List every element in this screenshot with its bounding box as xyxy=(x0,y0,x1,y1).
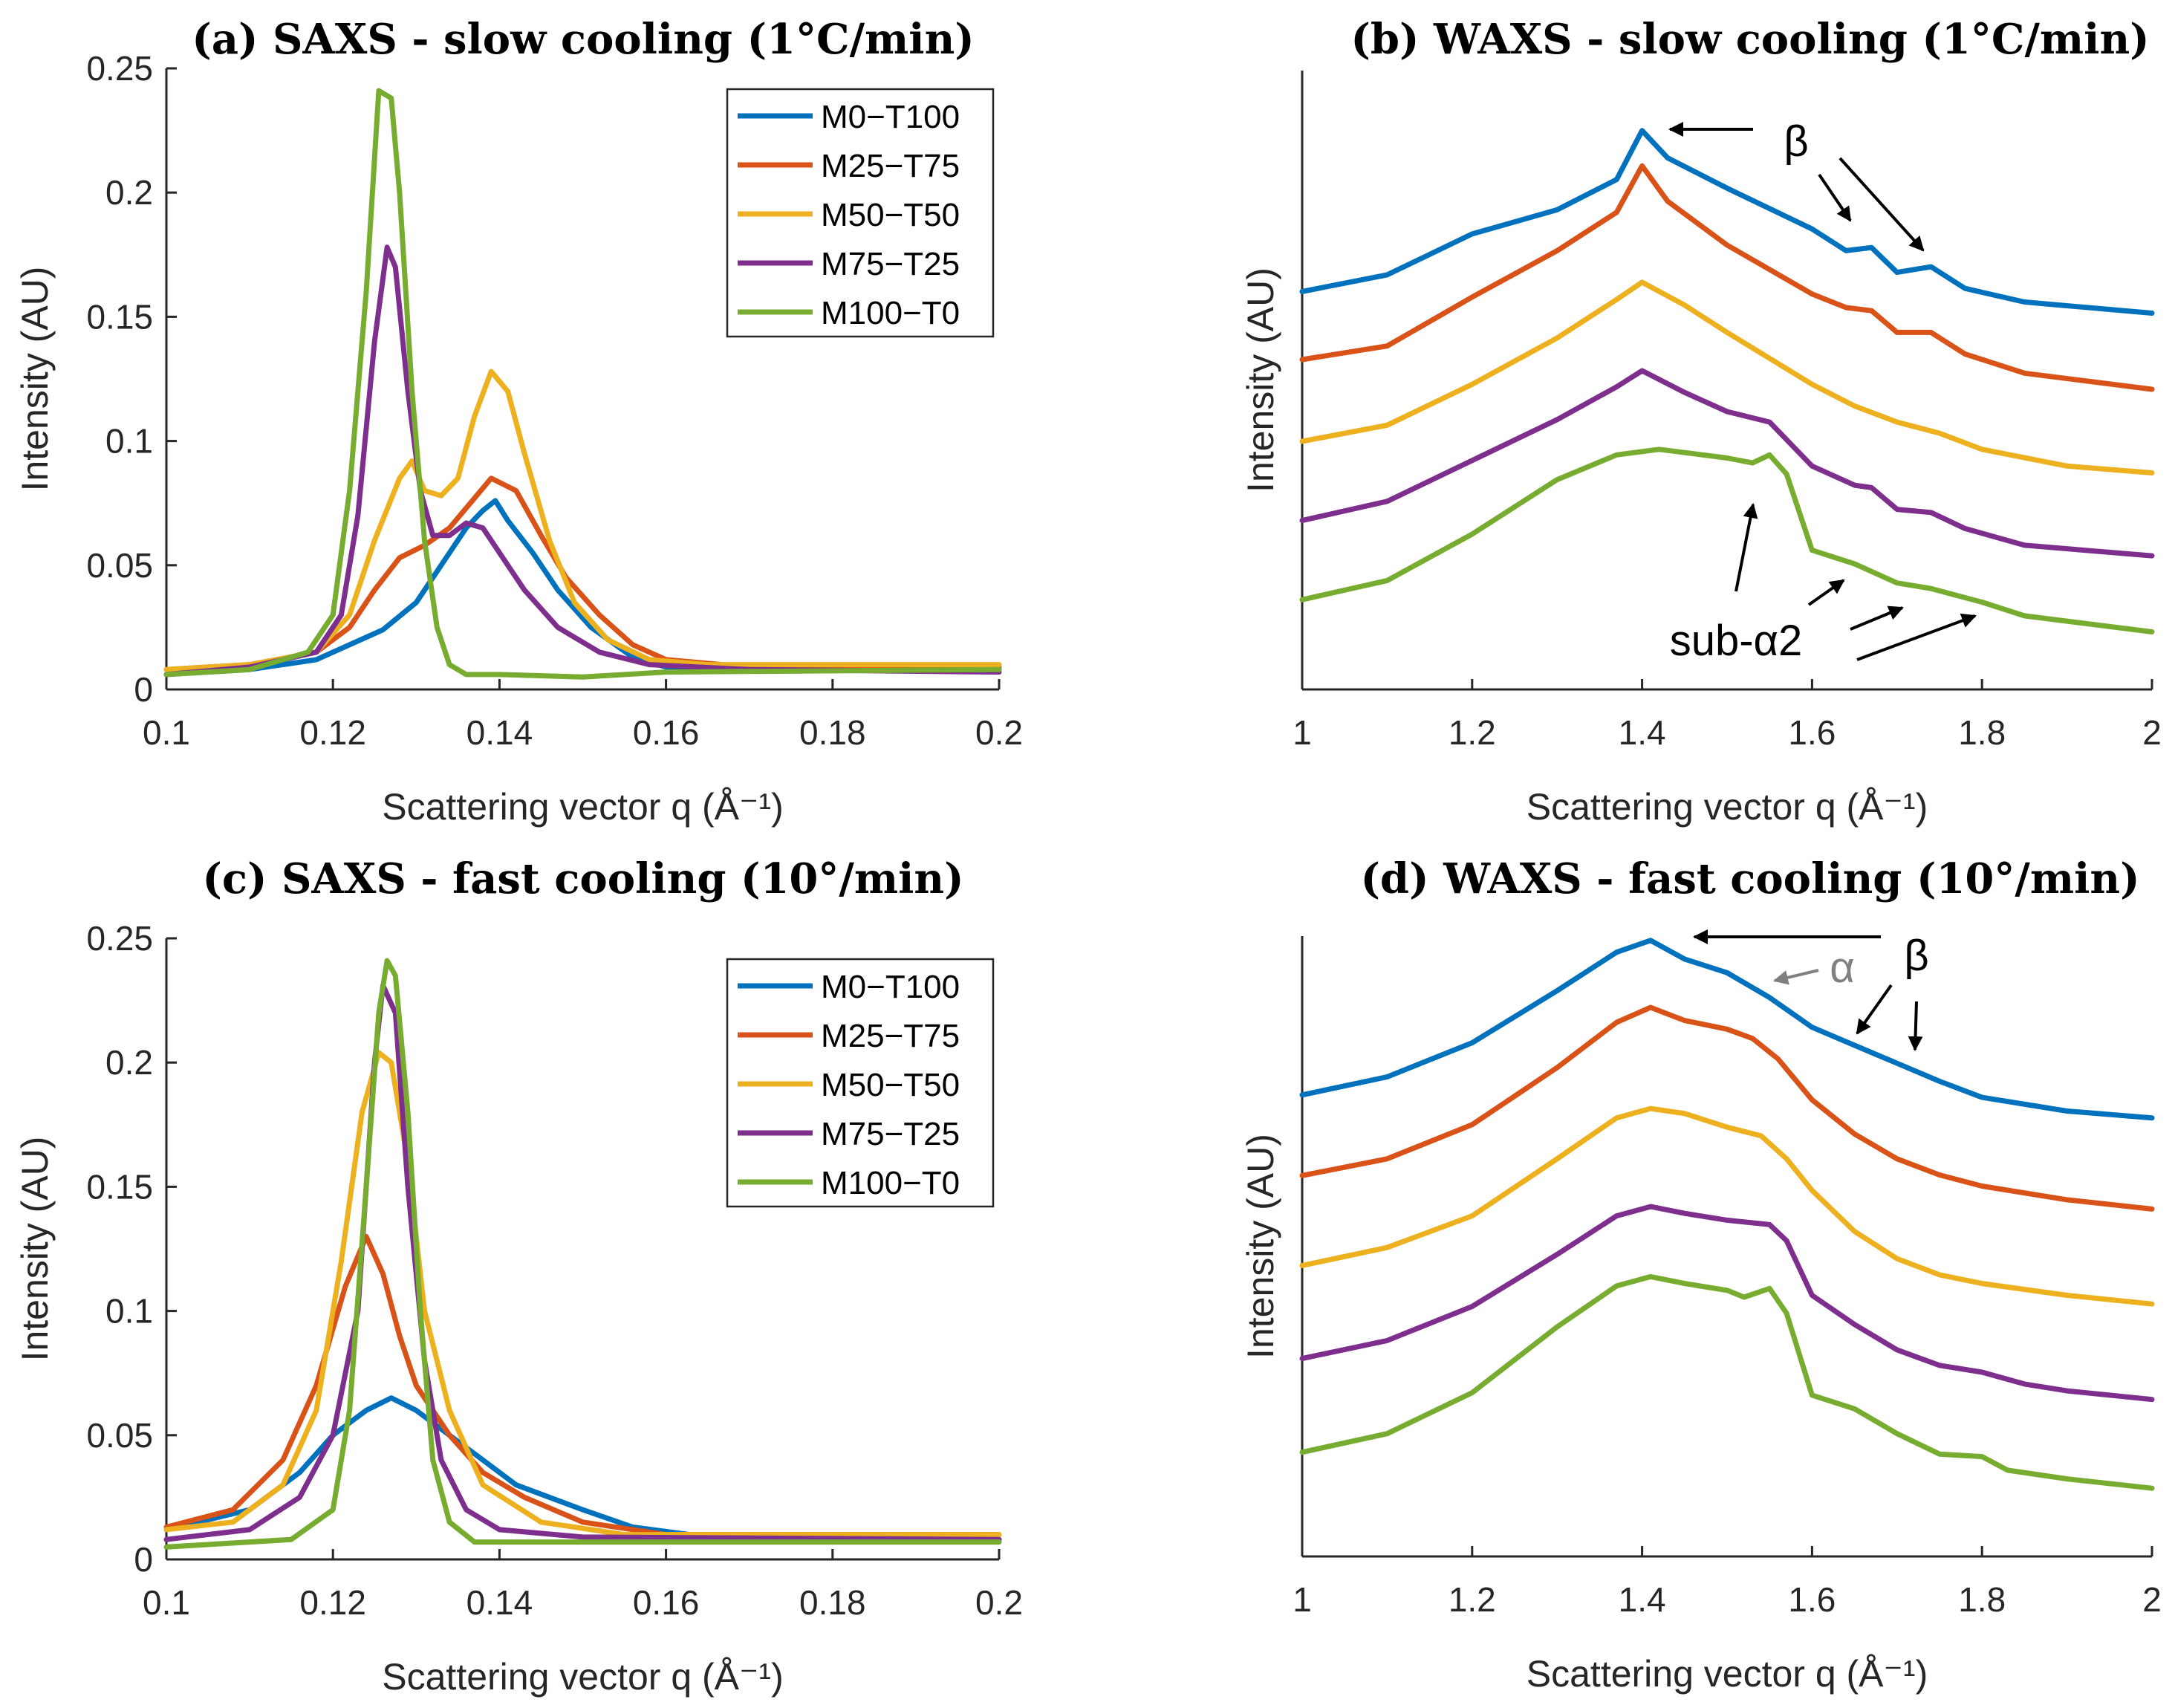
series-line-m75-t25 xyxy=(1299,368,2155,559)
legend-label: M0−T100 xyxy=(821,99,960,135)
y-axis-label: Intensity (AU) xyxy=(14,267,56,492)
x-tick-label: 0.16 xyxy=(633,1583,700,1622)
y-tick-label: 0 xyxy=(134,670,153,709)
x-tick-label: 2 xyxy=(2142,1580,2162,1619)
series-line-m100-t0 xyxy=(1299,1273,2155,1491)
x-tick-label: 0.1 xyxy=(143,1583,190,1622)
y-axis-label: Intensity (AU) xyxy=(1240,1134,1281,1359)
sub-alpha2-label: sub-α2 xyxy=(1670,617,1803,665)
series-line-m50-t50 xyxy=(163,368,1002,672)
x-tick-label: 1.8 xyxy=(1958,713,2006,752)
y-tick-label: 0.25 xyxy=(86,49,153,88)
panel-title: (d) WAXS - fast cooling (10°/min) xyxy=(1360,854,2139,903)
x-axis-label: Scattering vector q (Å⁻¹) xyxy=(1527,1653,1928,1695)
x-tick-label: 0.12 xyxy=(299,713,366,752)
x-tick-label: 0.18 xyxy=(799,713,866,752)
beta-label: β xyxy=(1784,117,1808,166)
y-tick-label: 0.2 xyxy=(105,173,153,212)
x-tick-label: 0.2 xyxy=(975,713,1023,752)
series-line-m100-t0 xyxy=(163,88,1002,680)
panel-d-waxs-fast: (d) WAXS - fast cooling (10°/min) α β 1 1… xyxy=(1240,854,2162,1695)
annotations xyxy=(1693,929,1923,1051)
beta-arrow xyxy=(1838,157,1925,252)
x-tick-label: 0.12 xyxy=(299,1583,366,1622)
x-tick-label: 1.4 xyxy=(1619,1580,1666,1619)
legend-label: M50−T50 xyxy=(821,1067,960,1103)
series-line-m100-t0 xyxy=(163,958,1002,1550)
legend-label: M25−T75 xyxy=(821,148,960,184)
x-tick-label: 1.2 xyxy=(1449,1580,1496,1619)
x-tick-label: 1.6 xyxy=(1788,713,1836,752)
x-tick-label: 0.18 xyxy=(799,1583,866,1622)
series-line-m75-t25 xyxy=(163,983,1002,1542)
series-line-m75-t25 xyxy=(163,244,1002,678)
beta-label: β xyxy=(1904,932,1928,980)
x-tick-label: 1.6 xyxy=(1788,1580,1836,1619)
series-line-m25-t75 xyxy=(1299,1004,2155,1212)
x-tick-label: 1 xyxy=(1293,713,1312,752)
y-tick-label: 0.05 xyxy=(86,546,153,585)
y-tick-label: 0.05 xyxy=(86,1416,153,1455)
legend-label: M0−T100 xyxy=(821,969,960,1005)
panel-title: (c) SAXS - fast cooling (10°/min) xyxy=(202,854,963,903)
legend-label: M50−T50 xyxy=(821,197,960,233)
series-line-m50-t50 xyxy=(163,1050,1002,1538)
series-line-m0-t100 xyxy=(1299,938,2155,1121)
series-line-m100-t0 xyxy=(1299,447,2155,634)
y-tick-label: 0.15 xyxy=(86,297,153,336)
x-tick-label: 0.1 xyxy=(143,713,190,752)
alpha-label: α xyxy=(1830,944,1855,992)
series-line-m75-t25 xyxy=(1299,1204,2155,1403)
panel-title: (b) WAXS - slow cooling (1°C/min) xyxy=(1350,15,2149,64)
y-tick-label: 0.1 xyxy=(105,422,153,461)
legend-label: M100−T0 xyxy=(821,295,960,331)
x-tick-label: 0.14 xyxy=(466,713,533,752)
legend-label: M75−T25 xyxy=(821,1116,960,1152)
x-tick-label: 0.14 xyxy=(466,1583,533,1622)
panel-title: (a) SAXS - slow cooling (1°C/min) xyxy=(192,15,975,64)
beta-arrow xyxy=(1856,984,1893,1035)
series-line-m0-t100 xyxy=(163,498,1002,678)
annotations xyxy=(1668,122,1977,661)
series-line-m25-t75 xyxy=(163,1233,1002,1538)
panel-a-saxs-slow: (a) SAXS - slow cooling (1°C/min) 0.1 0.1… xyxy=(14,15,1023,828)
x-axis-label: Scattering vector q (Å⁻¹) xyxy=(382,786,783,828)
series-line-m50-t50 xyxy=(1299,1105,2155,1307)
y-tick-label: 0.15 xyxy=(86,1167,153,1206)
alpha-arrow xyxy=(1773,969,1819,985)
legend: M0−T100 M25−T75 M50−T50 M75−T25 M100−T0 xyxy=(726,958,995,1208)
legend-label: M75−T25 xyxy=(821,246,960,282)
sub-alpha2-arrow xyxy=(1735,503,1758,592)
y-tick-label: 0.2 xyxy=(105,1043,153,1082)
legend: M0−T100 M25−T75 M50−T50 M75−T25 M100−T0 xyxy=(726,88,995,338)
series-line-m0-t100 xyxy=(1299,128,2155,316)
series-line-m25-t75 xyxy=(1299,163,2155,392)
y-axis-label: Intensity (AU) xyxy=(14,1137,56,1362)
legend-label: M100−T0 xyxy=(821,1165,960,1201)
series-line-m25-t75 xyxy=(163,475,1002,672)
x-tick-label: 0.2 xyxy=(975,1583,1023,1622)
y-tick-label: 0 xyxy=(134,1540,153,1579)
legend-label: M25−T75 xyxy=(821,1018,960,1054)
x-tick-label: 1 xyxy=(1293,1580,1312,1619)
y-tick-label: 0.25 xyxy=(86,919,153,958)
x-tick-label: 0.16 xyxy=(633,713,700,752)
x-tick-label: 1.8 xyxy=(1958,1580,2006,1619)
x-tick-label: 1.4 xyxy=(1619,713,1666,752)
series-line-m50-t50 xyxy=(1299,279,2155,475)
x-axis-label: Scattering vector q (Å⁻¹) xyxy=(382,1656,783,1698)
x-axis-label: Scattering vector q (Å⁻¹) xyxy=(1527,786,1928,828)
panel-c-saxs-fast: (c) SAXS - fast cooling (10°/min) 0.1 0.1… xyxy=(14,854,1023,1698)
y-axis-label: Intensity (AU) xyxy=(1240,267,1281,493)
sub-alpha2-arrow xyxy=(1807,579,1845,606)
y-tick-label: 0.1 xyxy=(105,1292,153,1331)
x-tick-label: 2 xyxy=(2142,713,2162,752)
beta-arrow xyxy=(1818,173,1852,222)
panel-b-waxs-slow: (b) WAXS - slow cooling (1°C/min) β sub-… xyxy=(1240,15,2162,828)
beta-arrow xyxy=(1908,1001,1923,1051)
x-tick-label: 1.2 xyxy=(1449,713,1496,752)
sub-alpha2-arrow xyxy=(1850,605,1904,631)
sub-alpha2-arrow xyxy=(1856,613,1977,661)
